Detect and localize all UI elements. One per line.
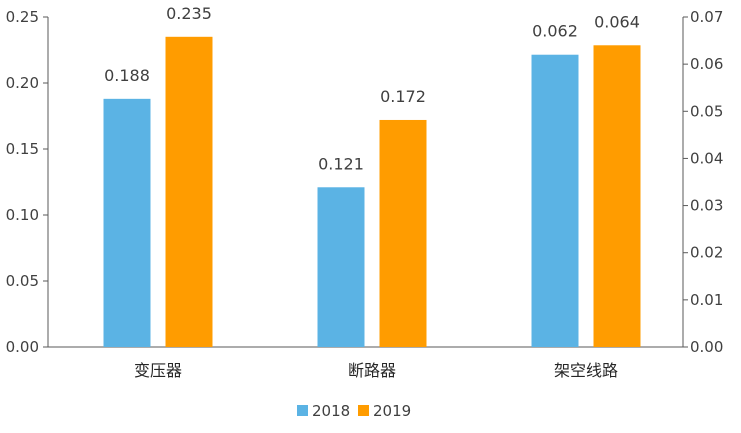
data-label: 0.064 xyxy=(594,12,640,31)
bar xyxy=(531,54,579,347)
data-label: 0.062 xyxy=(532,22,578,41)
y-left-tick-label: 0.25 xyxy=(6,8,39,26)
legend-label: 2018 xyxy=(312,402,350,420)
y-left-tick-label: 0.20 xyxy=(6,74,39,92)
y-right-tick-label: 0.02 xyxy=(690,244,723,262)
data-label: 0.188 xyxy=(104,66,150,85)
y-right-tick-label: 0.03 xyxy=(690,197,723,215)
y-left-tick-label: 0.10 xyxy=(6,206,39,224)
category-label: 断路器 xyxy=(348,361,396,380)
legend-swatch xyxy=(297,405,308,416)
y-right-tick-label: 0.01 xyxy=(690,291,723,309)
data-label: 0.172 xyxy=(380,87,426,106)
data-label: 0.121 xyxy=(318,154,364,173)
y-left-tick-label: 0.15 xyxy=(6,140,39,158)
bar xyxy=(165,36,213,348)
bar xyxy=(593,45,641,348)
legend-swatch xyxy=(358,405,369,416)
y-left-tick-label: 0.00 xyxy=(6,338,39,356)
y-right-tick-label: 0.06 xyxy=(690,55,723,73)
y-left-tick-label: 0.05 xyxy=(6,272,39,290)
category-label: 架空线路 xyxy=(554,361,618,380)
bar xyxy=(379,119,427,348)
y-right-tick-label: 0.07 xyxy=(690,8,723,26)
y-right-tick-label: 0.04 xyxy=(690,149,723,167)
bar xyxy=(317,187,365,347)
y-right-tick-label: 0.00 xyxy=(690,338,723,356)
bar xyxy=(103,98,151,347)
category-label: 变压器 xyxy=(134,361,182,380)
y-right-tick-label: 0.05 xyxy=(690,102,723,120)
legend-label: 2019 xyxy=(373,402,411,420)
data-label: 0.235 xyxy=(166,4,212,23)
